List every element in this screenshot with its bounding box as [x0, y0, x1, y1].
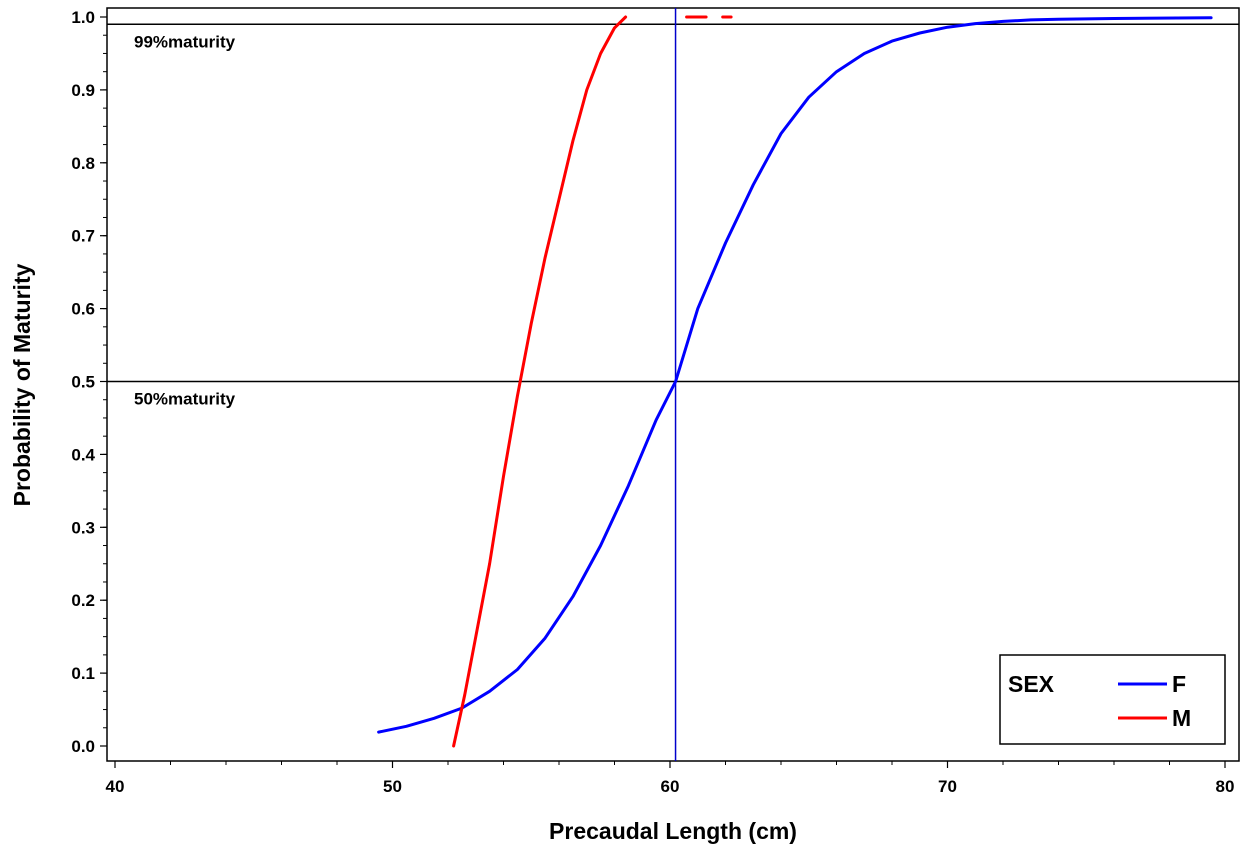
legend-label-m: M [1172, 705, 1191, 731]
x-tick-label: 50 [383, 777, 402, 796]
y-tick-label: 0.9 [71, 81, 95, 100]
legend-label-f: F [1172, 671, 1186, 697]
y-tick-label: 0.6 [71, 300, 95, 319]
legend-title: SEX [1008, 671, 1055, 697]
y-tick-label: 0.2 [71, 591, 95, 610]
x-tick-label: 60 [661, 777, 680, 796]
ref-label-1: 50%maturity [134, 390, 236, 409]
y-axis-title: Probability of Maturity [9, 263, 35, 506]
y-tick-label: 0.5 [71, 373, 95, 392]
y-tick-label: 0.0 [71, 737, 95, 756]
y-tick-label: 0.7 [71, 227, 95, 246]
series-line-1 [452, 15, 628, 748]
y-tick-label: 0.1 [71, 664, 95, 683]
series-line-0 [377, 16, 1213, 734]
x-tick-label: 80 [1216, 777, 1235, 796]
x-axis-title: Precaudal Length (cm) [549, 818, 797, 844]
y-tick-label: 1.0 [71, 8, 95, 27]
y-tick-label: 0.4 [71, 445, 95, 464]
axis-ticks: 0.0 0.1 0.2 0.3 0.4 0.5 0.6 0.7 0.8 0.9 1.0 40 50 60 7… [71, 8, 1234, 796]
y-tick-label: 0.3 [71, 518, 95, 537]
x-tick-label: 70 [938, 777, 957, 796]
legend: SEX F M [999, 654, 1226, 745]
legend-box [999, 654, 1226, 745]
data-series [377, 15, 1213, 748]
ref-label-0: 99%maturity [134, 32, 236, 51]
y-tick-label: 0.8 [71, 154, 95, 173]
x-tick-label: 40 [106, 777, 125, 796]
